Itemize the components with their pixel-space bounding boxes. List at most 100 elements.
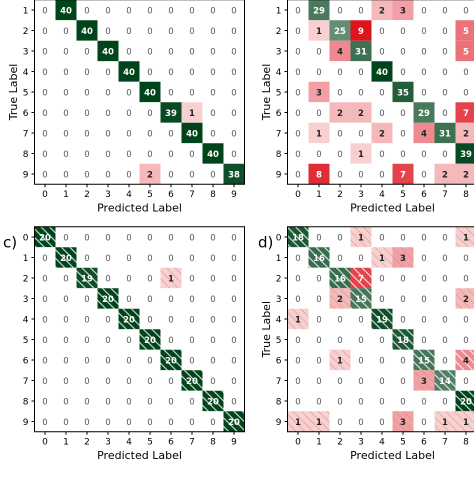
cell-label: 0 (210, 377, 215, 387)
cell-label: 0 (84, 418, 89, 428)
x-tick-label: 7 (189, 437, 195, 447)
cell (55, 308, 77, 330)
cell-label: 0 (379, 357, 384, 367)
cell-label: 0 (42, 377, 47, 387)
cell-label: 0 (147, 109, 152, 119)
cell (434, 349, 456, 371)
x-tick-label: 6 (168, 437, 174, 447)
cell (202, 40, 224, 62)
cell (455, 81, 474, 103)
cell (413, 288, 435, 309)
cell (371, 81, 393, 103)
cell (455, 163, 474, 185)
cell-label: 0 (84, 254, 89, 264)
cell (455, 102, 474, 123)
cell-label: 0 (358, 254, 363, 264)
cell (223, 226, 245, 248)
cell-label: 0 (400, 275, 405, 285)
cell-label: 0 (63, 130, 68, 140)
y-tick-label: 8 (276, 150, 282, 160)
cell-hatch (350, 226, 372, 248)
cell (434, 102, 456, 123)
cell-label: 0 (379, 150, 384, 160)
cell (202, 81, 224, 103)
x-tick-label: 2 (84, 190, 90, 200)
cell-hatch (329, 288, 351, 309)
cell-label: 25 (334, 27, 346, 37)
cell (118, 226, 140, 248)
cell-label: 0 (126, 89, 131, 99)
cell-label: 0 (358, 89, 363, 99)
cell (55, 370, 77, 391)
cell-label: 0 (337, 418, 342, 428)
cell (160, 247, 182, 268)
panel-label: c) (3, 233, 17, 251)
cell-label: 2 (147, 171, 153, 181)
cell (97, 267, 119, 289)
cell (223, 349, 245, 371)
x-axis-label: Predicted Label (97, 201, 182, 214)
cell (223, 81, 245, 103)
cell (371, 163, 393, 185)
y-axis-label: True Label (260, 64, 273, 122)
x-tick-label: 3 (358, 437, 364, 447)
cell-label: 0 (147, 68, 152, 78)
y-tick-label: 6 (23, 357, 29, 367)
cell-label: 0 (84, 234, 89, 244)
cell (287, 288, 309, 309)
cell-label: 0 (168, 398, 173, 408)
cell-label: 0 (105, 275, 110, 285)
cell-label: 0 (231, 275, 236, 285)
cell-label: 0 (316, 336, 321, 346)
cell (118, 81, 140, 103)
cell (308, 102, 330, 123)
cell (181, 349, 203, 371)
cell-label: 0 (421, 418, 426, 428)
cell-label: 0 (231, 48, 236, 58)
cell (139, 370, 161, 391)
cell (308, 40, 330, 62)
cell (76, 40, 98, 62)
cell-label: 0 (379, 171, 384, 181)
cell (55, 122, 77, 144)
cell-label: 0 (105, 336, 110, 346)
cell-hatch (392, 247, 414, 268)
cell-label: 0 (168, 336, 173, 346)
cell-label: 0 (105, 68, 110, 78)
cell (181, 163, 203, 185)
cell-label: 0 (463, 377, 468, 387)
cell-label: 0 (147, 150, 152, 160)
cell-label: 7 (400, 171, 406, 181)
cell-label: 15 (355, 295, 367, 305)
cell-label: 0 (316, 295, 321, 305)
cell (118, 288, 140, 309)
cell-label: 0 (442, 316, 447, 326)
cell-label: 0 (231, 234, 236, 244)
cell (392, 61, 414, 82)
cell-label: 2 (337, 295, 343, 305)
cell-label: 0 (63, 398, 68, 408)
cell (287, 102, 309, 123)
cell (223, 122, 245, 144)
x-tick-label: 5 (147, 437, 153, 447)
cell (118, 40, 140, 62)
panel-label: d) (258, 233, 273, 251)
x-axis-label: Predicted Label (350, 201, 435, 214)
cell-label: 0 (337, 254, 342, 264)
cell-label: 1 (189, 109, 195, 119)
cell-label: 0 (42, 254, 47, 264)
cell (413, 143, 435, 164)
cell-label: 0 (63, 150, 68, 160)
cell (160, 102, 182, 123)
cell (97, 40, 119, 62)
cell (455, 122, 474, 144)
y-tick-label: 2 (23, 275, 29, 285)
cell (392, 288, 414, 309)
cell (34, 308, 56, 330)
cell (76, 122, 98, 144)
cell (118, 411, 140, 432)
cell-label: 0 (42, 68, 47, 78)
cell (392, 370, 414, 391)
y-tick-label: 2 (276, 275, 282, 285)
